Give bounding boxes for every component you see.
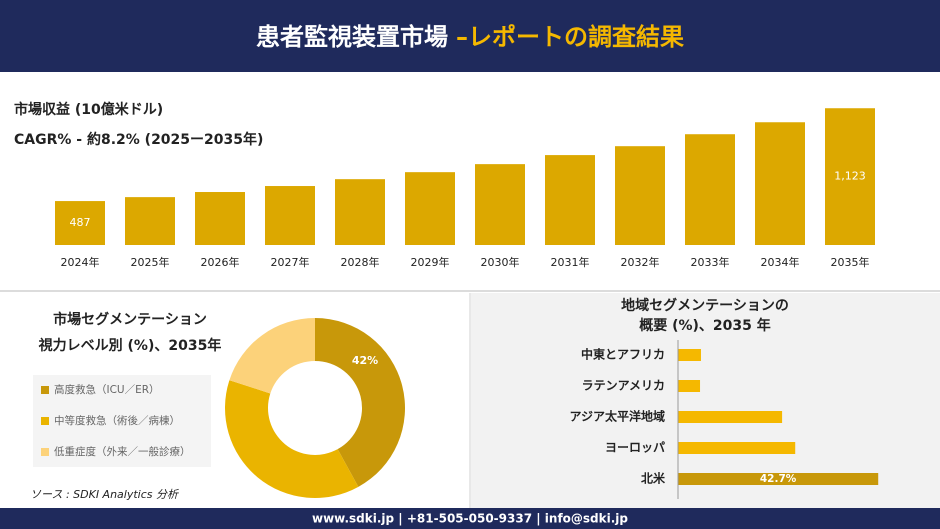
header-title: 患者監視装置市場 — [256, 23, 448, 51]
value-label: 42.7% — [760, 473, 797, 485]
bar — [265, 186, 315, 245]
bar — [545, 155, 595, 245]
bar — [475, 164, 525, 245]
bar — [615, 146, 665, 245]
legend-label: 高度救急（ICU／ER） — [54, 383, 160, 396]
legend-box — [33, 375, 211, 467]
bar — [678, 442, 796, 454]
chart-title: 市場セグメンテーション — [53, 311, 207, 328]
x-tick-label: 2035年 — [831, 255, 870, 269]
legend-label: 低重症度（外来／一般診療） — [54, 445, 191, 458]
donut-slice — [315, 318, 406, 487]
bar — [55, 201, 105, 245]
y-tick-label: ラテンアメリカ — [582, 379, 665, 393]
donut-slice — [229, 318, 315, 394]
chart-subtitle: CAGR% - 約8.2% (2025ー2035年) — [14, 131, 263, 148]
x-tick-label: 2027年 — [271, 255, 310, 269]
bar — [678, 380, 701, 392]
bar — [125, 197, 175, 245]
x-tick-label: 2030年 — [481, 255, 520, 269]
bar — [678, 473, 879, 485]
x-tick-label: 2029年 — [411, 255, 450, 269]
value-label: 1,123 — [834, 170, 866, 183]
bar — [678, 411, 783, 423]
footer-text: www.sdki.jp | +81-505-050-9337 | info@sd… — [312, 512, 628, 526]
y-tick-label: ヨーロッパ — [605, 441, 665, 455]
x-tick-label: 2031年 — [551, 255, 590, 269]
source-note: ソース : SDKI Analytics 分析 — [30, 488, 180, 501]
y-tick-label: アジア太平洋地域 — [569, 409, 665, 424]
value-label: 42% — [352, 354, 378, 367]
footer-bar — [0, 508, 940, 529]
x-tick-label: 2024年 — [61, 255, 100, 269]
chart-subtitle: 概要 (%)、2035 年 — [639, 317, 771, 334]
donut-slice — [224, 380, 359, 498]
bar — [825, 108, 875, 246]
header-bar — [0, 0, 940, 72]
x-tick-label: 2028年 — [341, 255, 380, 269]
chart-title: 市場収益 (10億米ドル) — [14, 101, 163, 118]
bar — [195, 192, 245, 245]
legend-label: 中等度救急（術後／病棟） — [54, 414, 180, 427]
legend-swatch — [41, 448, 49, 456]
legend-swatch — [41, 386, 49, 394]
header-subtitle: –レポートの調査結果 — [456, 23, 684, 51]
bar — [405, 172, 455, 245]
bar — [678, 349, 701, 361]
x-tick-label: 2034年 — [761, 255, 800, 269]
chart-title: 地域セグメンテーションの — [621, 297, 789, 314]
legend-swatch — [41, 417, 49, 425]
chart-subtitle: 視力レベル別 (%)、2035年 — [38, 337, 222, 354]
bar — [335, 179, 385, 245]
x-tick-label: 2025年 — [131, 255, 170, 269]
x-tick-label: 2026年 — [201, 255, 240, 269]
y-tick-label: 北米 — [641, 471, 666, 486]
bar — [755, 122, 805, 245]
x-tick-label: 2033年 — [691, 255, 730, 269]
region-panel — [471, 293, 940, 508]
y-tick-label: 中東とアフリカ — [581, 347, 665, 362]
value-label: 487 — [70, 216, 91, 229]
bar — [685, 134, 735, 245]
x-tick-label: 2032年 — [621, 255, 660, 269]
